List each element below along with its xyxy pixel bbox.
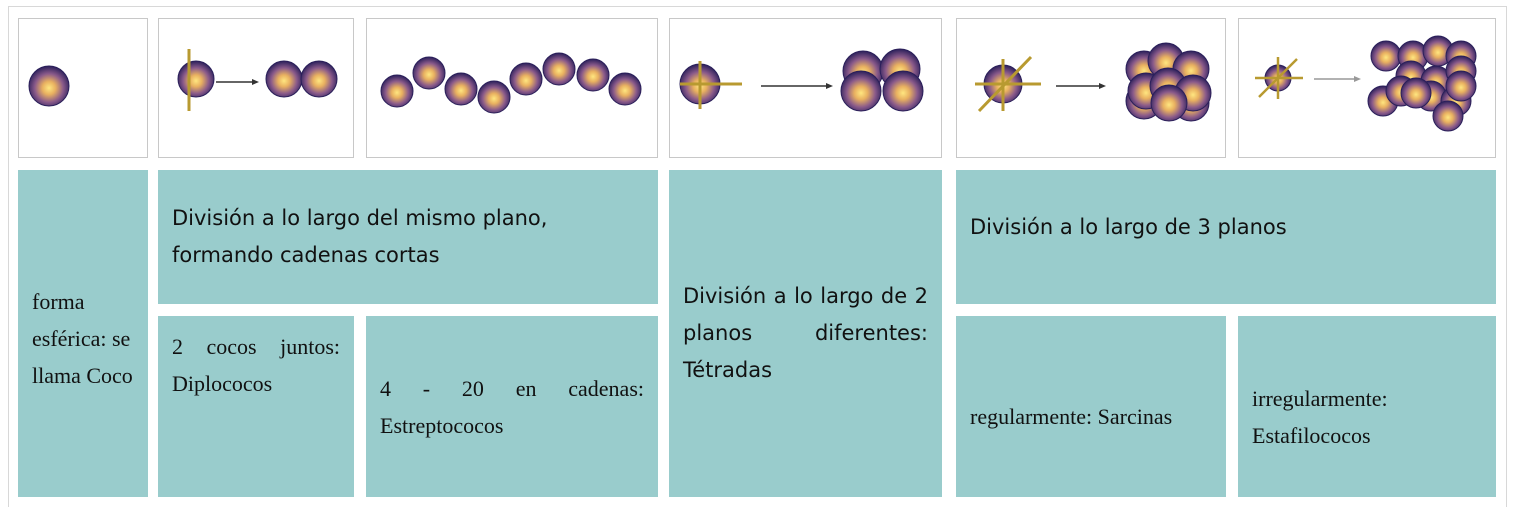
sphere: [608, 72, 642, 106]
sphere: [1150, 84, 1188, 122]
sphere: [477, 80, 511, 114]
image-tetrad: [669, 18, 942, 158]
cell: forma esférica: se llama Coco: [18, 170, 148, 497]
image-sarcina: [956, 18, 1226, 158]
cell: División a lo largo del mismo plano, for…: [158, 170, 658, 304]
division-line: [1258, 58, 1298, 98]
arrow-head: [252, 79, 259, 85]
sphere: [1370, 40, 1402, 72]
cell: División a lo largo de 2 planos diferent…: [669, 170, 942, 497]
cell: División a lo largo de 3 planos: [956, 170, 1496, 304]
frame-left: [8, 6, 9, 507]
illustration: [28, 65, 70, 107]
frame-top: [8, 6, 1507, 7]
sphere: [1432, 100, 1464, 132]
sphere: [1445, 70, 1477, 102]
illustration: [679, 48, 924, 112]
image-staphylococcus: [1238, 18, 1496, 158]
sphere: [380, 74, 414, 108]
cell-text: forma esférica: se llama Coco: [32, 289, 133, 388]
sphere: [300, 60, 338, 98]
sphere: [28, 65, 70, 107]
cell-text: regularmente: Sarcinas: [970, 404, 1173, 429]
sphere: [412, 56, 446, 90]
image-streptococcus: [366, 18, 658, 158]
cell: 2 cocos juntos: Diplococos: [158, 316, 354, 497]
sphere: [509, 62, 543, 96]
illustration: [177, 49, 338, 111]
cell-text: División a lo largo de 3 planos: [970, 214, 1287, 239]
illustration: [1255, 35, 1477, 132]
arrow-head: [1354, 76, 1361, 82]
arrow-head: [1099, 83, 1106, 89]
illustration: [975, 42, 1212, 122]
sphere: [1400, 77, 1432, 109]
cell-text: 2 cocos juntos: Diplococos: [172, 334, 340, 396]
sphere: [542, 52, 576, 86]
sphere: [882, 70, 924, 112]
cell: regularmente: Sarcinas: [956, 316, 1226, 497]
cell: 4 - 20 en cadenas: Estreptococos: [366, 316, 658, 497]
image-coccus: [18, 18, 148, 158]
cell-text: 4 - 20 en cadenas: Estreptococos: [380, 375, 644, 438]
sphere: [265, 60, 303, 98]
cell-text: División a lo largo de 2 planos diferent…: [683, 284, 928, 382]
frame-right: [1506, 6, 1507, 507]
sphere: [576, 58, 610, 92]
cell-text: División a lo largo del mismo plano, for…: [172, 206, 548, 267]
cell-text: irregularmente: Estafilococos: [1252, 385, 1388, 448]
illustration: [380, 52, 642, 114]
sphere: [444, 72, 478, 106]
sphere: [177, 60, 215, 98]
arrow-head: [826, 83, 833, 89]
cell: irregularmente: Estafilococos: [1238, 316, 1496, 497]
image-diplococcus: [158, 18, 354, 158]
division-line: [977, 55, 1033, 113]
sphere: [840, 70, 882, 112]
